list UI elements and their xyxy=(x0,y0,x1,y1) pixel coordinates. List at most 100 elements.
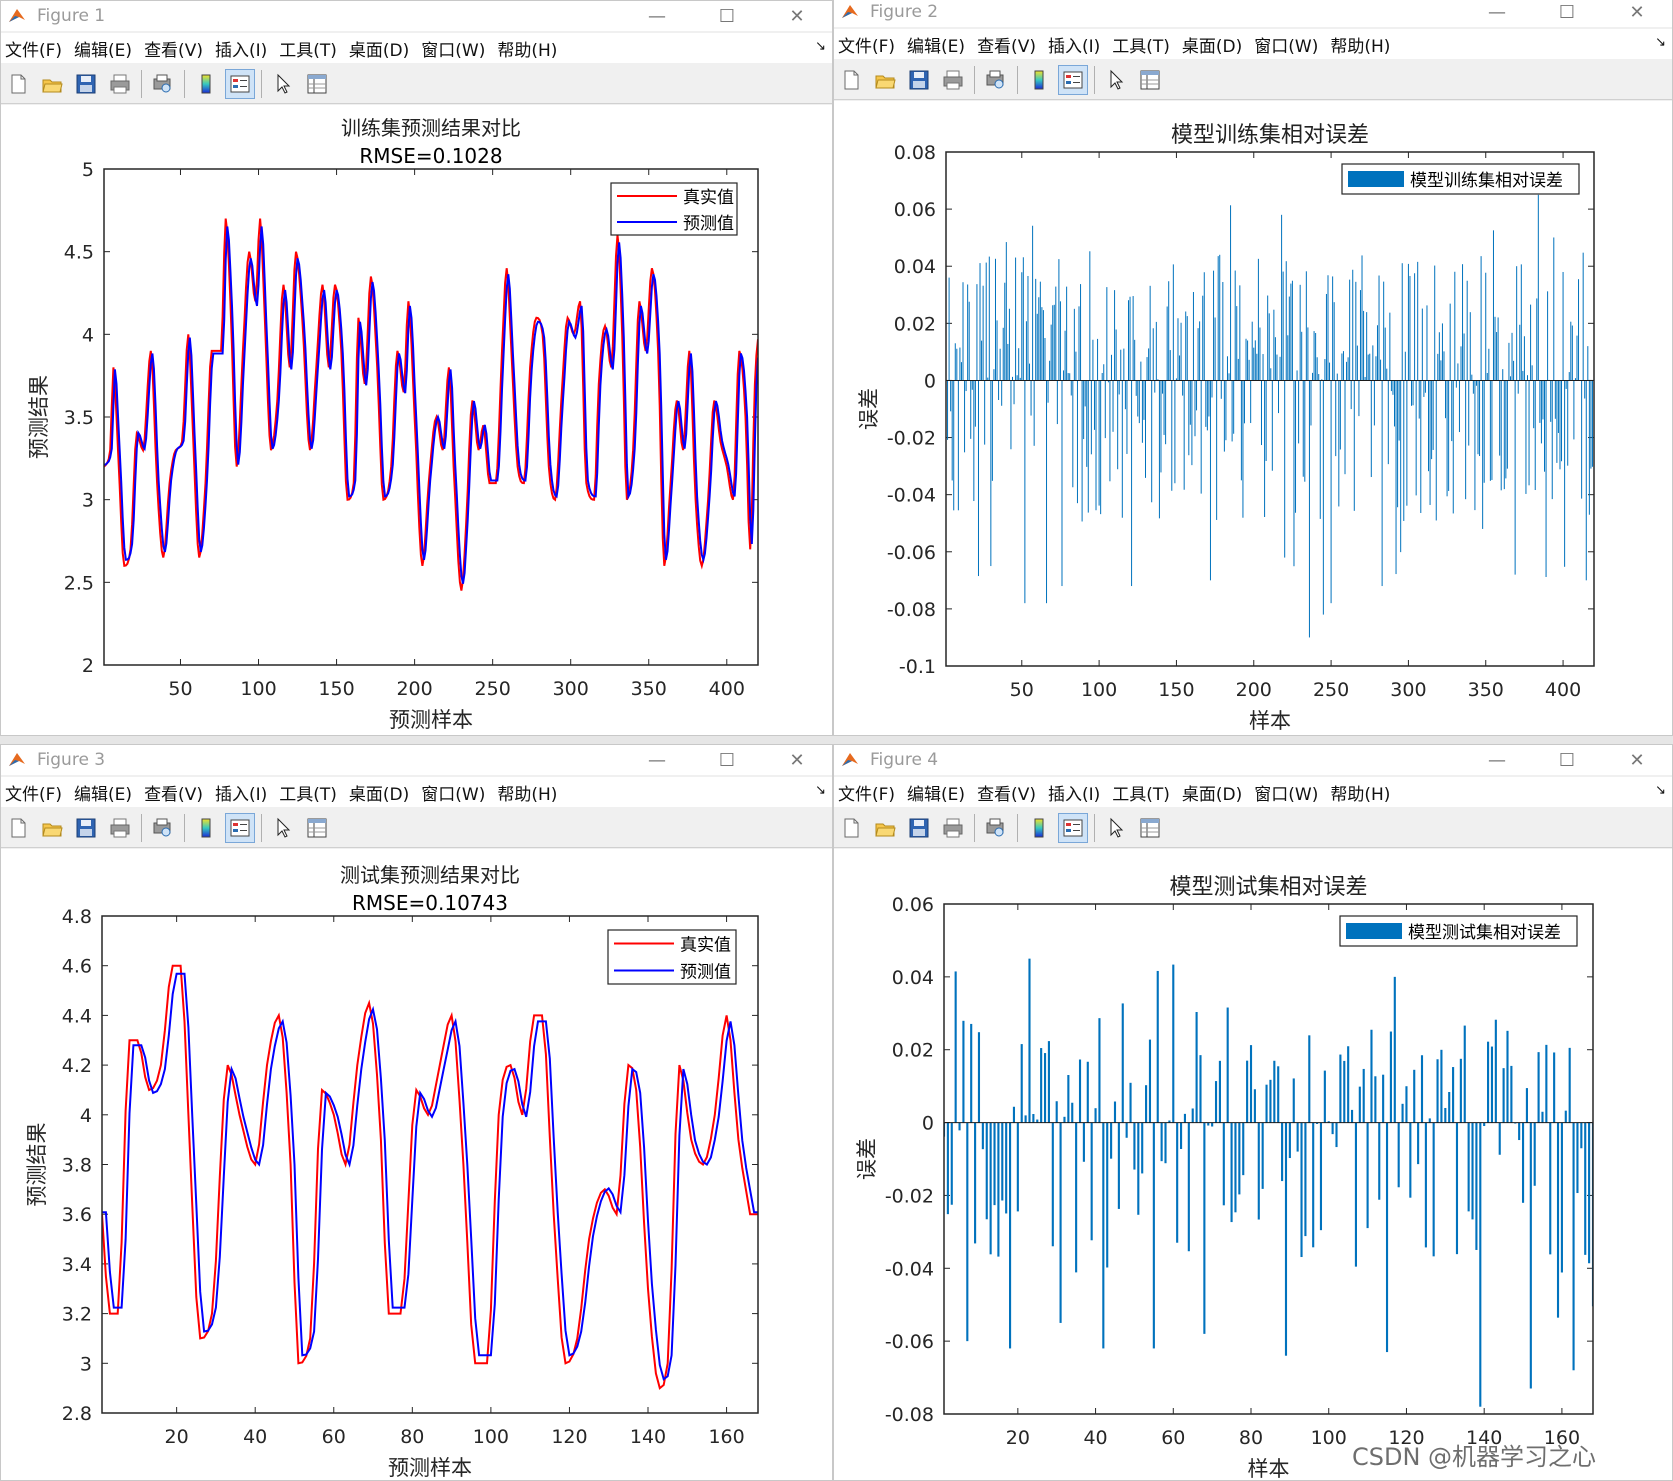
print-preview-button[interactable] xyxy=(148,813,178,843)
title-bar[interactable]: Figure 4 — ☐ ✕ xyxy=(834,745,1672,775)
new-file-button[interactable] xyxy=(3,813,33,843)
pointer-button[interactable] xyxy=(1101,65,1131,95)
maximize-button[interactable]: ☐ xyxy=(718,749,736,771)
colorbar-button[interactable] xyxy=(1024,65,1054,95)
error-bar xyxy=(1413,1069,1416,1123)
print-preview-button[interactable] xyxy=(148,69,178,99)
menu-help[interactable]: 帮助(H) xyxy=(497,784,558,805)
save-button[interactable] xyxy=(904,65,934,95)
menu-edit[interactable]: 编辑(E) xyxy=(74,784,133,805)
dock-arrow-icon[interactable]: ↘ xyxy=(1655,783,1666,798)
open-file-icon xyxy=(42,79,63,93)
legend-button[interactable] xyxy=(1058,65,1088,95)
property-editor-button[interactable] xyxy=(302,69,332,99)
data-layer xyxy=(102,964,758,1390)
menu-help[interactable]: 帮助(H) xyxy=(497,40,558,61)
error-bar xyxy=(1030,380,1032,416)
title-bar[interactable]: Figure 1 — ☐ ✕ xyxy=(1,1,832,31)
pointer-button[interactable] xyxy=(1101,813,1131,843)
property-editor-button[interactable] xyxy=(302,813,332,843)
save-button[interactable] xyxy=(71,813,101,843)
menu-desktop[interactable]: 桌面(D) xyxy=(348,784,410,805)
close-button[interactable]: ✕ xyxy=(789,749,805,771)
property-editor-button[interactable] xyxy=(1135,65,1165,95)
error-bar xyxy=(1539,380,1541,423)
print-preview-button[interactable] xyxy=(981,65,1011,95)
colorbar-button[interactable] xyxy=(191,813,221,843)
menu-file[interactable]: 文件(F) xyxy=(5,784,63,805)
open-file-button[interactable] xyxy=(37,69,67,99)
dock-arrow-icon[interactable]: ↘ xyxy=(815,39,826,54)
error-bar xyxy=(1537,1052,1540,1123)
error-bar xyxy=(1382,1074,1385,1123)
menu-view[interactable]: 查看(V) xyxy=(977,36,1036,57)
menu-view[interactable]: 查看(V) xyxy=(144,784,203,805)
menu-view[interactable]: 查看(V) xyxy=(144,40,203,61)
close-button[interactable]: ✕ xyxy=(789,5,805,27)
menu-insert[interactable]: 插入(I) xyxy=(1047,36,1101,57)
menu-insert[interactable]: 插入(I) xyxy=(214,40,268,61)
menu-tools[interactable]: 工具(T) xyxy=(1112,784,1170,805)
menu-view[interactable]: 查看(V) xyxy=(977,784,1036,805)
menu-window[interactable]: 窗口(W) xyxy=(421,40,486,61)
menu-insert[interactable]: 插入(I) xyxy=(214,784,268,805)
print-button[interactable] xyxy=(938,813,968,843)
dock-arrow-icon[interactable]: ↘ xyxy=(815,783,826,798)
maximize-button[interactable]: ☐ xyxy=(1558,1,1576,23)
menu-file[interactable]: 文件(F) xyxy=(838,784,896,805)
minimize-button[interactable]: — xyxy=(1488,749,1506,771)
save-button[interactable] xyxy=(71,69,101,99)
menu-tools[interactable]: 工具(T) xyxy=(279,40,337,61)
minimize-button[interactable]: — xyxy=(648,5,666,27)
print-button[interactable] xyxy=(105,69,135,99)
open-file-button[interactable] xyxy=(37,813,67,843)
menu-window[interactable]: 窗口(W) xyxy=(421,784,486,805)
menu-window[interactable]: 窗口(W) xyxy=(1254,784,1319,805)
open-file-button[interactable] xyxy=(870,65,900,95)
minimize-button[interactable]: — xyxy=(648,749,666,771)
print-button[interactable] xyxy=(938,65,968,95)
new-file-button[interactable] xyxy=(3,69,33,99)
dock-arrow-icon[interactable]: ↘ xyxy=(1655,35,1666,50)
maximize-button[interactable]: ☐ xyxy=(718,5,736,27)
menu-desktop[interactable]: 桌面(D) xyxy=(348,40,410,61)
open-file-button[interactable] xyxy=(870,813,900,843)
error-bar xyxy=(1168,281,1170,381)
menu-tools[interactable]: 工具(T) xyxy=(279,784,337,805)
error-bar xyxy=(1174,380,1176,484)
print-preview-button[interactable] xyxy=(981,813,1011,843)
error-bar xyxy=(1152,328,1154,381)
pointer-button[interactable] xyxy=(268,69,298,99)
title-bar[interactable]: Figure 2 — ☐ ✕ xyxy=(834,0,1672,27)
menu-edit[interactable]: 编辑(E) xyxy=(907,784,966,805)
legend-button[interactable] xyxy=(225,813,255,843)
error-bar xyxy=(1458,380,1460,433)
title-bar[interactable]: Figure 3 — ☐ ✕ xyxy=(1,745,832,775)
menu-window[interactable]: 窗口(W) xyxy=(1254,36,1319,57)
property-editor-button[interactable] xyxy=(1135,813,1165,843)
new-file-button[interactable] xyxy=(836,813,866,843)
close-button[interactable]: ✕ xyxy=(1629,749,1645,771)
save-button[interactable] xyxy=(904,813,934,843)
colorbar-button[interactable] xyxy=(1024,813,1054,843)
close-button[interactable]: ✕ xyxy=(1629,1,1645,23)
menu-file[interactable]: 文件(F) xyxy=(5,40,63,61)
maximize-button[interactable]: ☐ xyxy=(1558,749,1576,771)
menu-tools[interactable]: 工具(T) xyxy=(1112,36,1170,57)
colorbar-button[interactable] xyxy=(191,69,221,99)
menu-edit[interactable]: 编辑(E) xyxy=(907,36,966,57)
menu-edit[interactable]: 编辑(E) xyxy=(74,40,133,61)
minimize-button[interactable]: — xyxy=(1488,1,1506,23)
new-file-button[interactable] xyxy=(836,65,866,95)
menu-help[interactable]: 帮助(H) xyxy=(1330,36,1391,57)
menu-help[interactable]: 帮助(H) xyxy=(1330,784,1391,805)
print-button[interactable] xyxy=(105,813,135,843)
menu-file[interactable]: 文件(F) xyxy=(838,36,896,57)
pointer-button[interactable] xyxy=(268,813,298,843)
legend-button[interactable] xyxy=(1058,813,1088,843)
menu-insert[interactable]: 插入(I) xyxy=(1047,784,1101,805)
menu-desktop[interactable]: 桌面(D) xyxy=(1181,36,1243,57)
menu-desktop[interactable]: 桌面(D) xyxy=(1181,784,1243,805)
error-bar xyxy=(1455,1122,1459,1255)
legend-button[interactable] xyxy=(225,69,255,99)
